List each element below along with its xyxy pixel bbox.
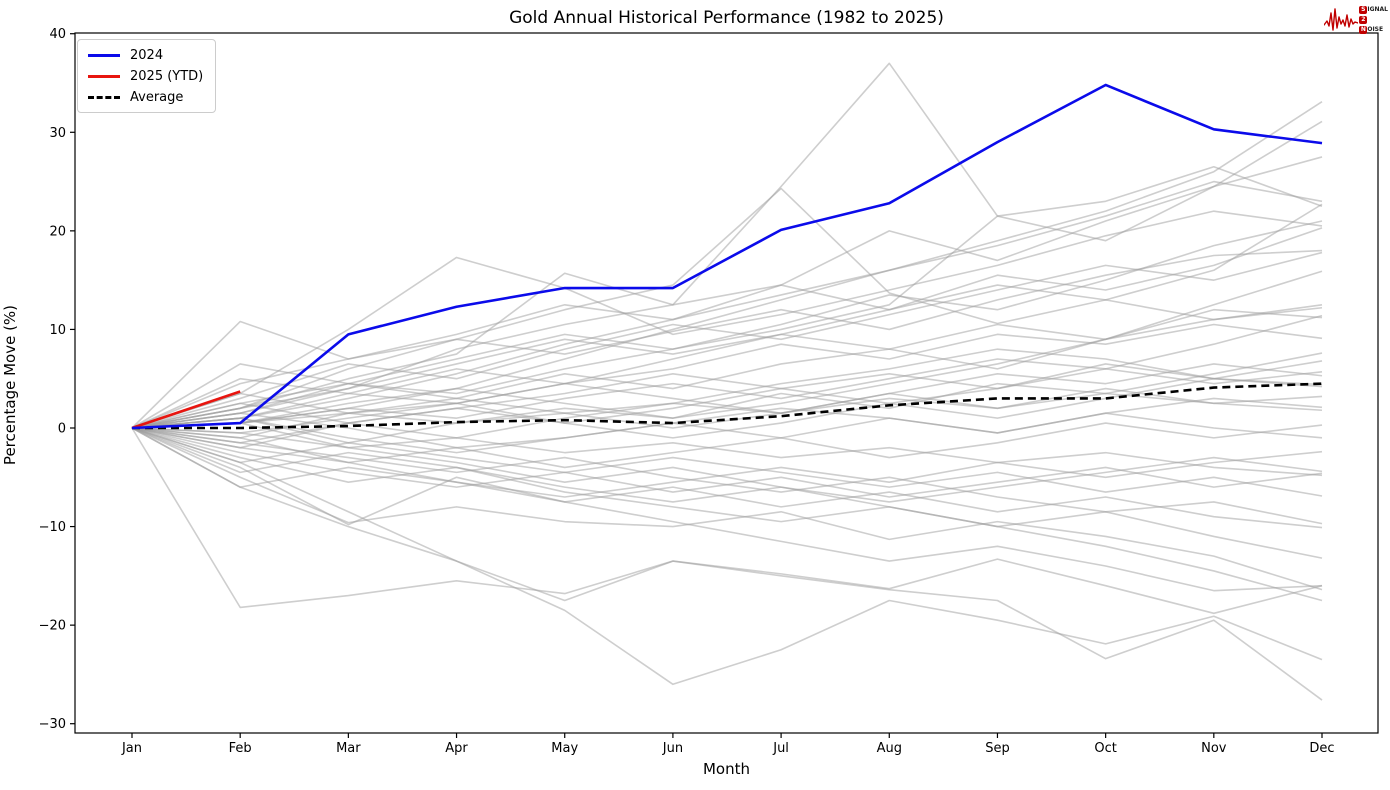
y-tick-label: −20 [39,619,66,634]
x-tick-label: May [551,741,578,756]
logo-row-signal: S IGNAL [1359,6,1388,14]
logo-digit-2: 2 [1359,16,1368,24]
series-line-2025-ytd- [131,390,241,430]
legend-line-sample [88,53,120,57]
x-tick-label: Aug [877,741,902,756]
ecg-waveform-icon [1323,3,1360,37]
legend-line-sample [88,95,120,99]
y-tick-label: −10 [39,520,66,535]
legend-label: 2024 [130,47,164,63]
historical-year-line [131,427,1323,592]
historical-year-line [131,249,1323,429]
y-tick-label: 20 [49,224,66,239]
historical-year-line [131,306,1323,429]
historical-year-line [131,427,1323,686]
historical-year-line [131,363,1323,434]
legend-item: 2024 [88,47,203,63]
historical-year-line [131,62,1323,429]
x-axis-label: Month [702,760,750,778]
logo-row-2: 2 [1359,16,1388,25]
historical-year-line [131,323,1323,429]
x-tick-label: Jan [121,741,142,756]
x-tick-label: Apr [445,741,468,756]
historical-year-line [131,363,1323,439]
historical-year-line [131,251,1323,429]
historical-year-line [131,422,1323,503]
historical-year-line [131,412,1323,454]
legend-label: Average [130,89,184,105]
historical-year-line [131,387,1323,429]
x-tick-label: Jul [772,741,789,756]
historical-year-line [131,314,1323,429]
historical-year-line [131,427,1323,559]
historical-year-line [131,427,1323,477]
historical-year-line [131,392,1323,429]
historical-year-line [131,427,1323,602]
y-tick-label: −30 [39,717,66,732]
historical-year-line [131,187,1323,429]
historical-year-line [131,180,1323,429]
x-tick-label: Dec [1309,741,1334,756]
historical-year-line [131,427,1323,498]
legend-line-sample [88,74,120,78]
legend: 2024 2025 (YTD) Average [77,39,217,113]
historical-year-line [131,227,1323,429]
historical-year-line [131,101,1323,429]
x-tick-label: Oct [1094,741,1116,756]
historical-year-line [131,156,1323,429]
x-tick-label: Sep [985,741,1010,756]
x-tick-label: Feb [229,741,252,756]
logo-row-noise: N OISE [1359,26,1384,34]
historical-year-line [131,270,1323,429]
series-line-2024 [131,83,1323,430]
x-tick-label: Nov [1201,741,1227,756]
x-tick-label: Jun [662,741,683,756]
legend-item: 2025 (YTD) [88,68,203,84]
historical-year-line [131,427,1323,591]
logo-letter-s: S [1359,6,1368,14]
y-tick-label: 0 [58,422,66,437]
chart-title: Gold Annual Historical Performance (1982… [509,8,944,28]
y-tick-label: 30 [49,126,66,141]
logo-text: S IGNAL 2 N OISE [1359,6,1388,35]
axes-box [74,32,1379,734]
legend-label: 2025 (YTD) [130,68,204,84]
historical-year-line [131,427,1323,497]
x-tick-label: Mar [336,741,361,756]
historical-year-line [131,427,1323,615]
y-tick-label: 10 [49,323,66,338]
historical-year-line [131,422,1323,469]
historical-year-line [131,203,1323,429]
historical-year-line [131,427,1323,525]
average-line [132,382,1323,430]
historical-year-line [131,427,1323,701]
historical-year-line [131,220,1323,429]
y-tick-label: 40 [49,27,66,42]
historical-year-line [131,368,1323,429]
historical-year-line [131,120,1323,429]
logo-letter-n: N [1359,26,1368,34]
signal2noise-logo: S IGNAL 2 N OISE [1323,3,1388,37]
legend-item: Average [88,89,203,105]
